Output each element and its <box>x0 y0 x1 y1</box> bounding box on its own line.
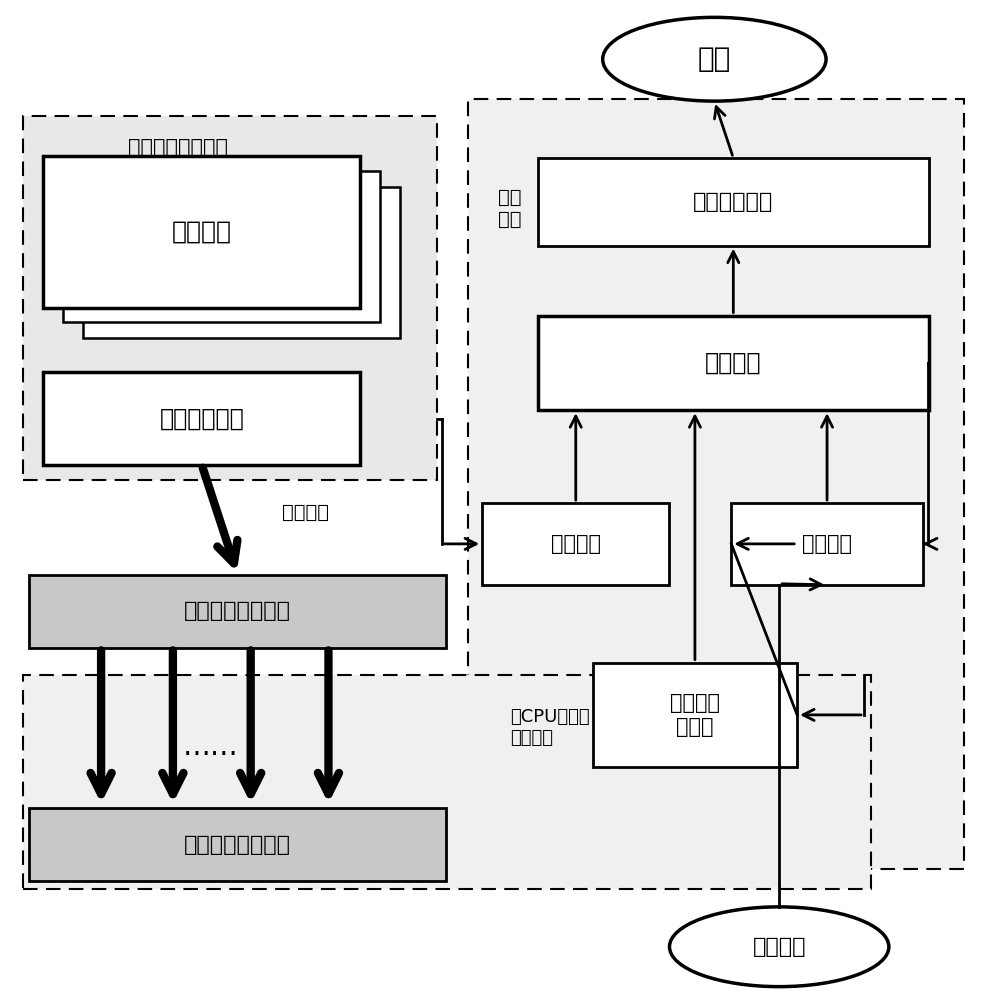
Text: 客户虚拟内存空间: 客户虚拟内存空间 <box>128 138 228 158</box>
Text: 结果: 结果 <box>698 45 731 73</box>
Text: 各CPU对应的
二级页表: 各CPU对应的 二级页表 <box>510 708 589 747</box>
Text: ……: …… <box>183 733 239 761</box>
FancyBboxPatch shape <box>83 187 401 338</box>
Text: 用户空间: 用户空间 <box>172 220 232 244</box>
FancyBboxPatch shape <box>29 808 446 881</box>
FancyBboxPatch shape <box>29 575 446 648</box>
Text: 内存虚拟
化模块: 内存虚拟 化模块 <box>670 693 720 737</box>
Text: 页表翻译: 页表翻译 <box>282 502 329 521</box>
FancyBboxPatch shape <box>482 503 670 585</box>
Text: 操作系统内核: 操作系统内核 <box>159 407 245 431</box>
FancyBboxPatch shape <box>63 171 380 322</box>
Text: 机器物理内存空间: 机器物理内存空间 <box>185 835 292 855</box>
Text: 外部控制: 外部控制 <box>752 937 806 957</box>
FancyBboxPatch shape <box>468 99 963 869</box>
FancyBboxPatch shape <box>43 156 360 308</box>
Ellipse shape <box>670 907 889 987</box>
FancyBboxPatch shape <box>24 675 871 889</box>
Text: 控制模块: 控制模块 <box>802 534 852 554</box>
FancyBboxPatch shape <box>538 316 929 410</box>
FancyBboxPatch shape <box>538 158 929 246</box>
Text: 内省模块: 内省模块 <box>551 534 601 554</box>
FancyBboxPatch shape <box>43 372 360 465</box>
FancyBboxPatch shape <box>24 116 437 480</box>
Text: 蜜罐
系统: 蜜罐 系统 <box>498 188 521 229</box>
Text: 蜜罐模块: 蜜罐模块 <box>705 351 762 375</box>
FancyBboxPatch shape <box>732 503 923 585</box>
Text: 客户物理内存空间: 客户物理内存空间 <box>185 601 292 621</box>
Text: 蜜罐记录模块: 蜜罐记录模块 <box>693 192 774 212</box>
Ellipse shape <box>603 17 826 101</box>
FancyBboxPatch shape <box>593 663 797 767</box>
